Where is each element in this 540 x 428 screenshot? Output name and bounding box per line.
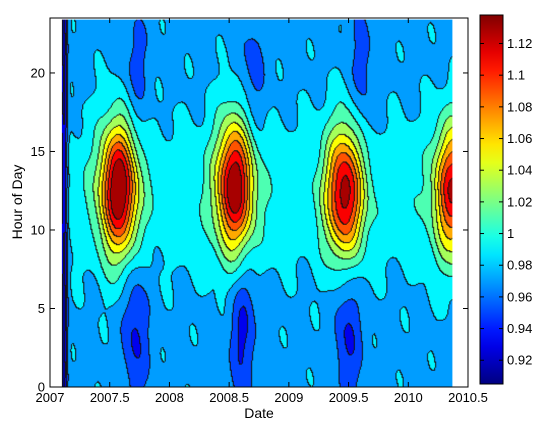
y-axis: 0 5 10 15 20 bbox=[31, 65, 468, 395]
x-tick-label: 2009 bbox=[274, 390, 303, 405]
colorbar-gradient bbox=[480, 15, 503, 384]
x-axis-label: Date bbox=[244, 405, 274, 421]
colorbar-tick-label: 1.02 bbox=[507, 194, 532, 209]
colorbar-tick-label: 1.12 bbox=[507, 36, 532, 51]
y-axis-label: Hour of Day bbox=[9, 165, 25, 240]
colorbar-tick-label: 0.98 bbox=[507, 258, 532, 273]
colorbar-ticks: 0.92 0.94 0.96 0.98 1 1.02 1.04 1.06 1.08 1.1 1.12 bbox=[480, 36, 532, 368]
colorbar-frame bbox=[479, 14, 504, 385]
y-tick-label: 5 bbox=[38, 301, 45, 316]
y-tick-label: 20 bbox=[31, 65, 45, 80]
y-tick-label: 0 bbox=[38, 380, 45, 395]
x-tick-label: 2009.5 bbox=[329, 390, 369, 405]
y-tick-label: 15 bbox=[31, 144, 45, 159]
plot-area: 2007 2007.5 2008 2008.5 2009 2009.5 2010 2010.5… bbox=[9, 17, 488, 421]
colorbar-tick-label: 1.04 bbox=[507, 163, 532, 178]
colorbar-tick-label: 1.06 bbox=[507, 131, 532, 146]
colorbar-tick-label: 0.94 bbox=[507, 321, 532, 336]
colorbar-tick-label: 1 bbox=[507, 226, 514, 241]
colorbar-tick-label: 0.92 bbox=[507, 353, 532, 368]
x-tick-label: 2007 bbox=[36, 390, 65, 405]
y-tick-label: 10 bbox=[31, 222, 45, 237]
colorbar-tick-label: 0.96 bbox=[507, 289, 532, 304]
colorbar-tick-label: 1.1 bbox=[507, 68, 525, 83]
x-tick-label: 2007.5 bbox=[90, 390, 130, 405]
x-tick-label: 2008.5 bbox=[209, 390, 249, 405]
x-tick-label: 2010.5 bbox=[448, 390, 488, 405]
colorbar: 0.92 0.94 0.96 0.98 1 1.02 1.04 1.06 1.08 1.1 1.12 bbox=[479, 14, 532, 385]
x-axis: 2007 2007.5 2008 2008.5 2009 2009.5 2010 2010.5 bbox=[36, 18, 488, 405]
x-tick-label: 2010 bbox=[394, 390, 423, 405]
x-tick-label: 2008 bbox=[155, 390, 184, 405]
contour-heatmap bbox=[61, 19, 453, 387]
plot-frame bbox=[49, 17, 469, 388]
colorbar-tick-label: 1.08 bbox=[507, 99, 532, 114]
